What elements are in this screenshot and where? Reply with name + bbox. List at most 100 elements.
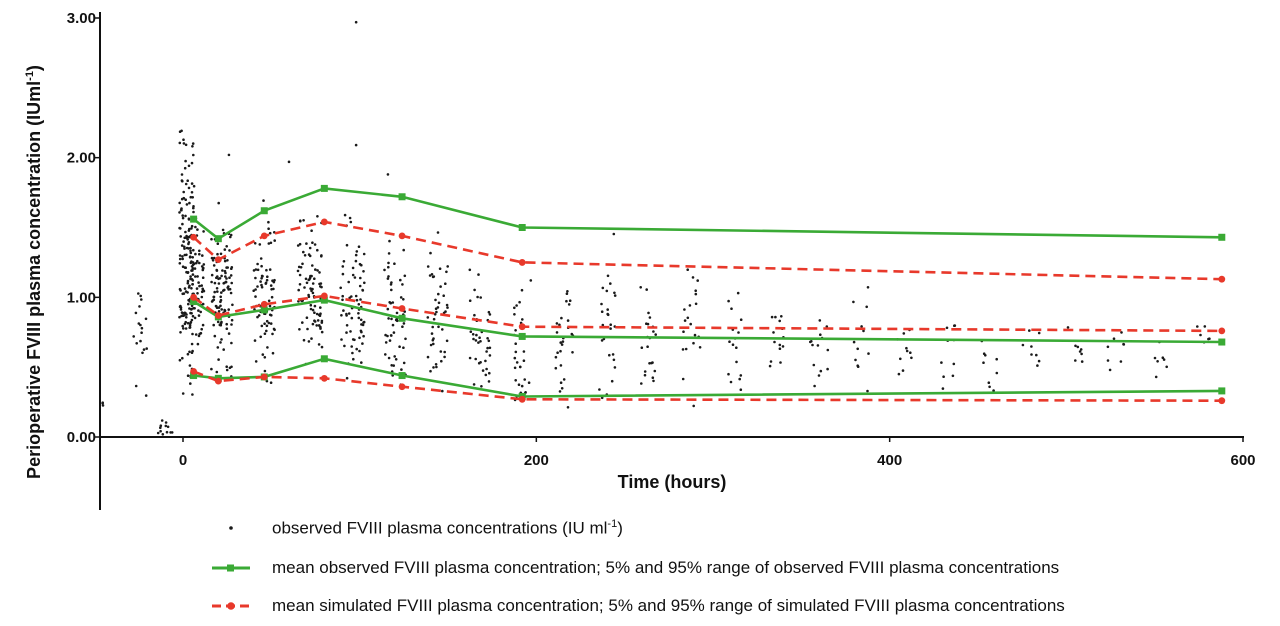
observed-point — [562, 378, 566, 381]
observed-point — [354, 20, 358, 24]
observed-point — [190, 318, 194, 322]
observed-point — [310, 274, 313, 278]
observed-point — [187, 302, 190, 306]
observed-point — [303, 254, 307, 257]
observed-point — [260, 285, 264, 289]
observed-point — [361, 323, 365, 327]
observed-point — [189, 246, 192, 250]
observed-point — [780, 315, 783, 318]
observed-point — [316, 319, 320, 322]
legend-text-observed-mean: mean observed FVIII plasma concentration… — [272, 558, 1060, 577]
observed-point — [694, 302, 698, 306]
observed-point — [694, 292, 698, 296]
observed-point — [187, 286, 191, 289]
simulated-series-point — [518, 395, 526, 403]
observed-point — [640, 382, 643, 385]
observed-point — [1162, 358, 1166, 361]
observed-point — [612, 358, 616, 362]
observed-series-point — [260, 207, 268, 215]
observed-series-point — [398, 193, 406, 201]
observed-point — [263, 369, 267, 373]
observed-point — [189, 195, 193, 199]
legend-item-simulated-mean: mean simulated FVIII plasma concentratio… — [212, 592, 1065, 620]
observed-point — [354, 294, 358, 298]
observed-point — [345, 243, 349, 247]
observed-point — [477, 361, 481, 365]
observed-point — [779, 361, 782, 364]
observed-point — [343, 213, 347, 217]
observed-point — [189, 311, 192, 315]
observed-point — [897, 372, 901, 376]
observed-point — [215, 370, 219, 374]
observed-point — [302, 219, 305, 222]
observed-point — [354, 259, 358, 263]
observed-point — [230, 318, 234, 322]
observed-point — [201, 276, 205, 280]
observed-point — [196, 292, 199, 295]
observed-point — [351, 338, 355, 341]
observed-point — [568, 299, 572, 303]
observed-point — [229, 235, 232, 239]
observed-point — [1119, 360, 1123, 363]
observed-point — [645, 322, 648, 326]
observed-point — [436, 306, 440, 309]
observed-point — [179, 227, 182, 230]
observed-point — [866, 389, 869, 393]
observed-point — [816, 344, 820, 347]
dot-marker-icon — [212, 518, 266, 538]
observed-point — [817, 374, 821, 377]
observed-point — [229, 274, 233, 277]
observed-point — [648, 316, 652, 319]
observed-point — [432, 275, 436, 278]
observed-point — [186, 374, 190, 378]
observed-point — [522, 350, 526, 353]
observed-point — [354, 253, 358, 257]
observed-point — [613, 294, 617, 297]
observed-point — [267, 321, 271, 325]
observed-point — [428, 274, 432, 277]
observed-point — [101, 401, 104, 405]
observed-point — [488, 371, 491, 375]
observed-point — [212, 295, 215, 299]
observed-point — [227, 285, 230, 288]
observed-point — [778, 347, 782, 351]
observed-point — [386, 277, 390, 280]
observed-point — [314, 268, 317, 271]
observed-point — [219, 323, 223, 327]
observed-point — [189, 251, 193, 255]
observed-point — [184, 143, 188, 147]
observed-point — [862, 329, 865, 333]
observed-point — [345, 324, 349, 327]
observed-point — [227, 288, 230, 291]
observed-point — [445, 303, 449, 307]
observed-point — [1112, 337, 1116, 341]
observed-point — [210, 256, 214, 260]
observed-point — [363, 281, 366, 285]
observed-point — [160, 419, 164, 422]
observed-point — [646, 345, 649, 349]
observed-point — [159, 424, 163, 428]
observed-point — [219, 252, 223, 256]
observed-point — [486, 346, 489, 350]
observed-point — [307, 253, 311, 256]
observed-point — [178, 141, 182, 145]
observed-point — [196, 228, 199, 231]
observed-point — [311, 291, 315, 295]
observed-point — [426, 316, 430, 319]
observed-point — [132, 335, 135, 338]
observed-point — [951, 374, 955, 378]
legend-text-sup: -1 — [607, 517, 618, 530]
observed-point — [178, 287, 182, 291]
observed-point — [227, 332, 231, 335]
observed-point — [225, 266, 228, 269]
observed-point — [225, 322, 228, 326]
observed-point — [269, 322, 273, 325]
observed-point — [651, 361, 654, 364]
legend-text-tail: ) — [617, 518, 623, 538]
observed-point — [269, 381, 273, 385]
observed-point — [444, 310, 447, 313]
observed-point — [640, 346, 644, 350]
observed-point — [161, 433, 165, 436]
observed-point — [1080, 352, 1083, 356]
observed-point — [191, 267, 195, 270]
